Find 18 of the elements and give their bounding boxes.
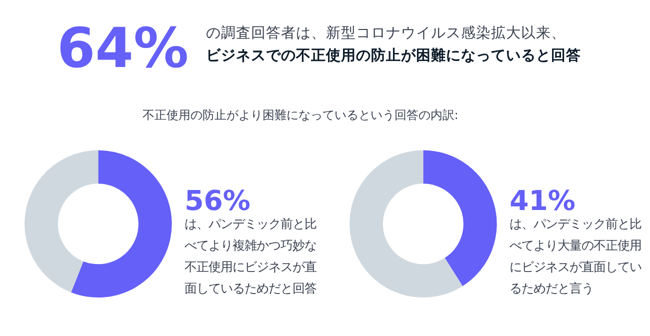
text: は、パンデミック前と比 bbox=[184, 216, 317, 231]
text: 不正使用にビジネスが直 bbox=[184, 260, 317, 274]
donut-slice bbox=[71, 150, 172, 298]
text: にビジネスが直面してい bbox=[510, 260, 642, 274]
text: ビジネスでの不正使用の防止が困難になっていると回答 bbox=[206, 46, 582, 64]
text: 不正使用の防止がより困難になっているという回答の内訳: bbox=[142, 108, 458, 122]
data-label: 56% bbox=[184, 185, 250, 218]
donut-slice bbox=[350, 150, 463, 298]
data-label: 41% bbox=[510, 185, 576, 218]
text: は、パンデミック前と比 bbox=[510, 216, 642, 231]
text: べてより大量の不正使用 bbox=[510, 238, 642, 252]
text: るためだと言う bbox=[510, 282, 594, 296]
text: べてより複雑かつ巧妙な bbox=[184, 238, 317, 252]
donut-slice bbox=[423, 150, 497, 286]
donut-slice bbox=[24, 150, 98, 292]
text: の調査回答者は、新型コロナウイルス感染拡大以来、 bbox=[206, 24, 566, 42]
text: 面しているためだと回答 bbox=[184, 282, 317, 296]
text: 64% bbox=[56, 16, 189, 80]
